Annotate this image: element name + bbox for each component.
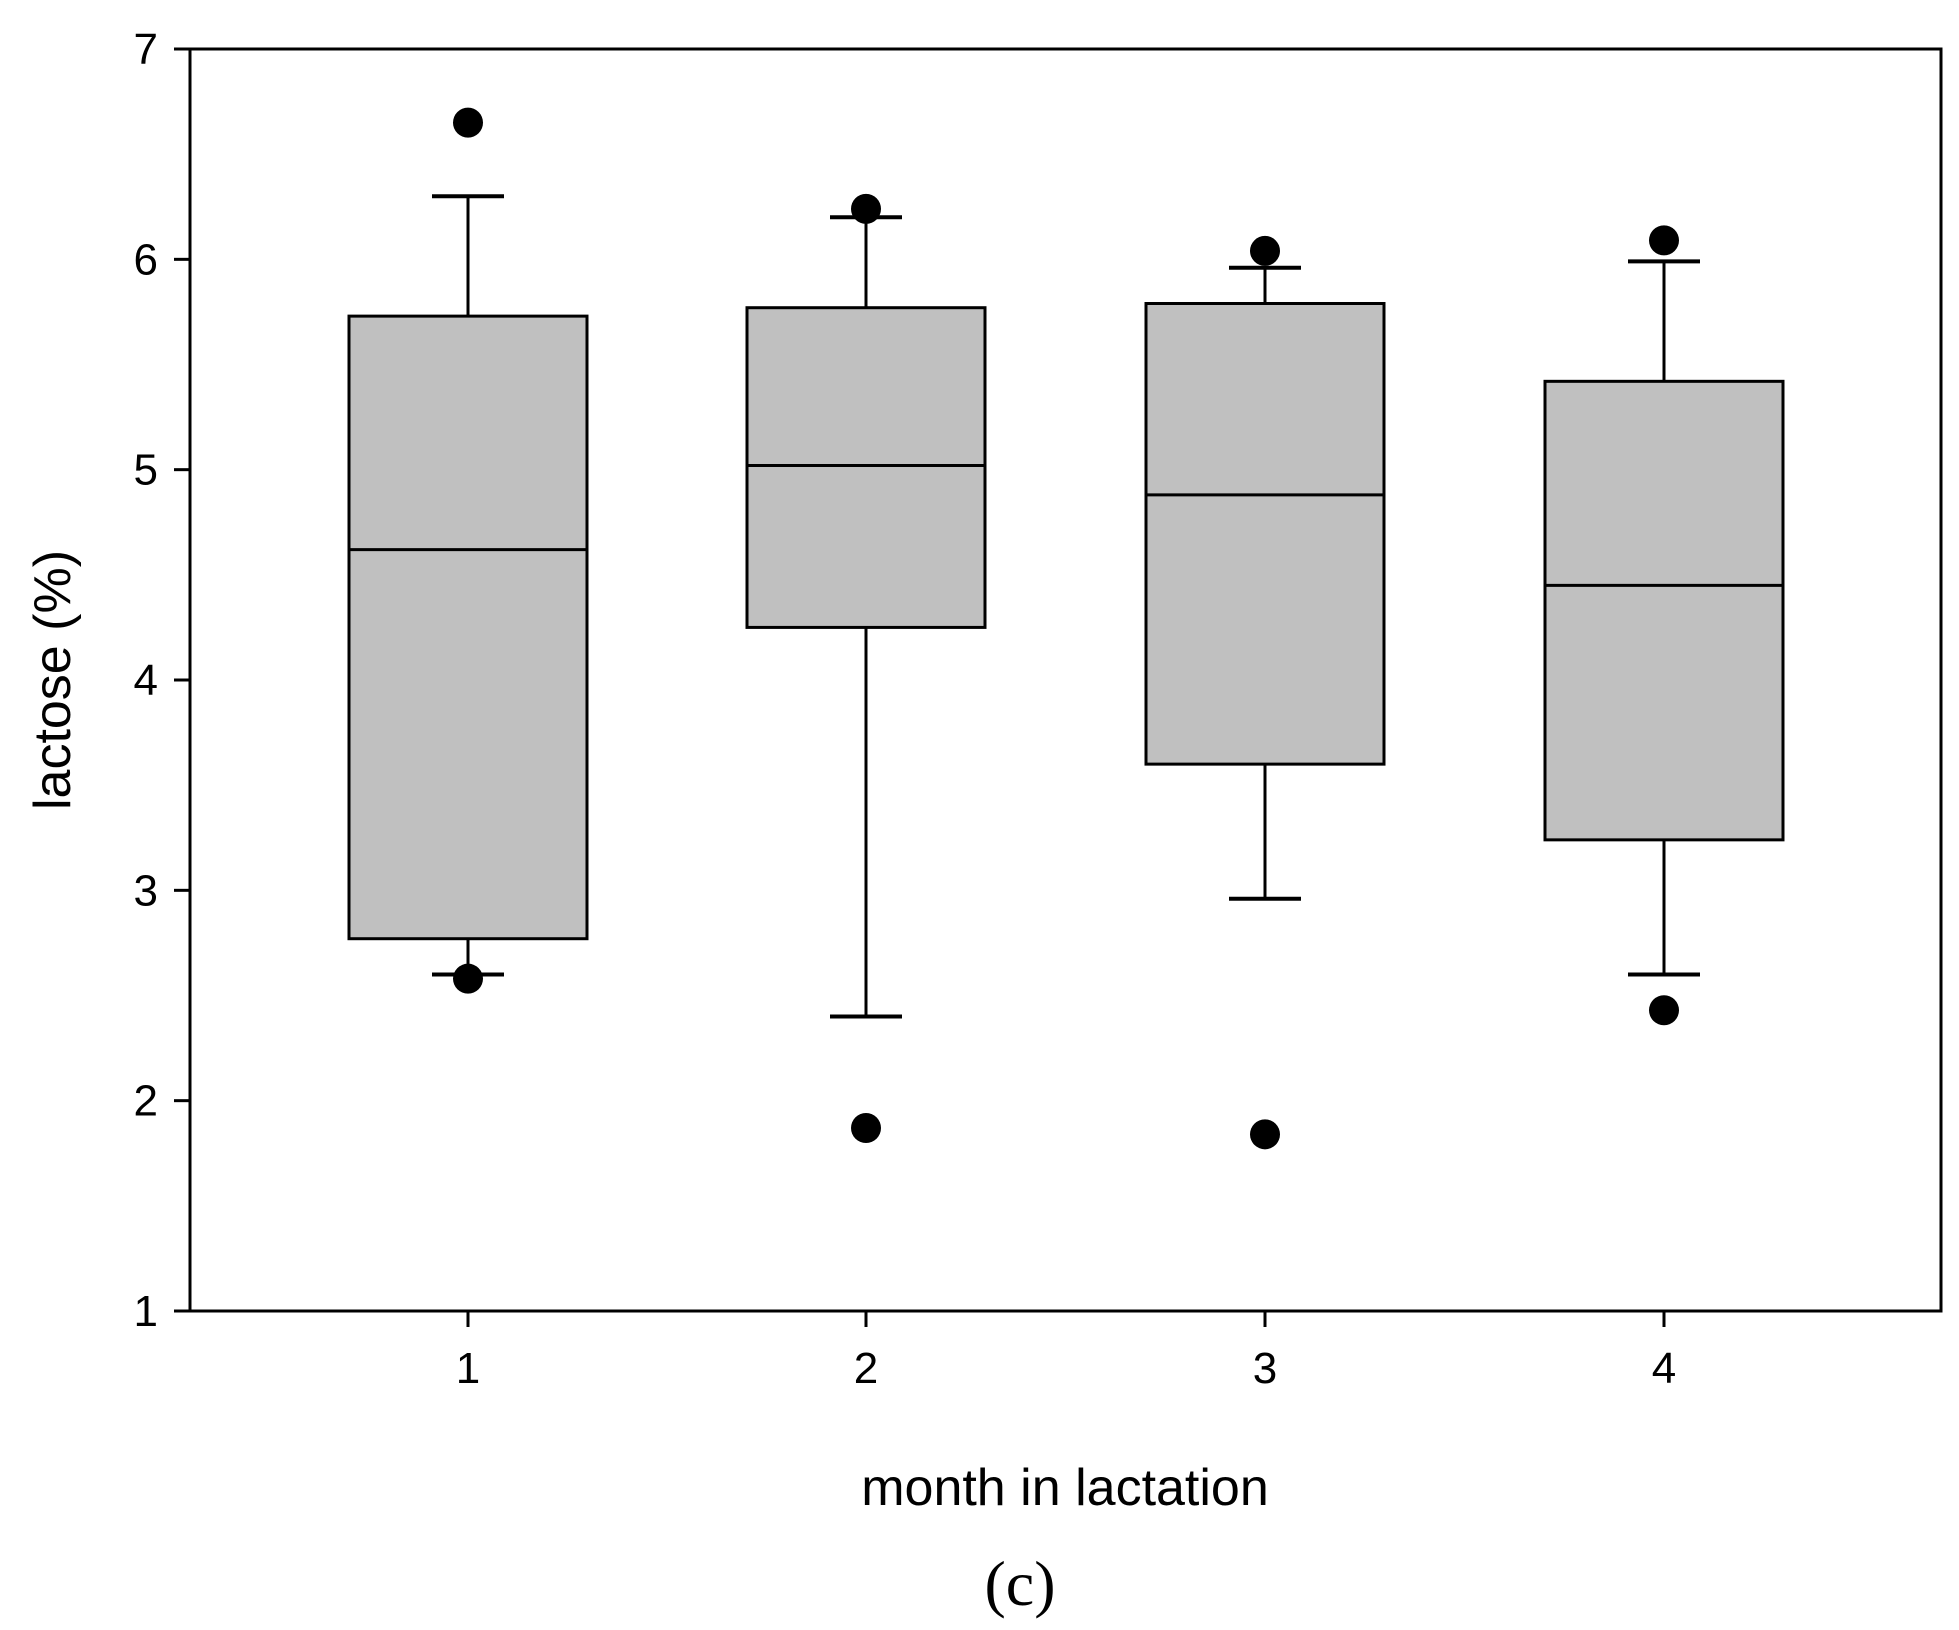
- y-axis: 1 2 3 4 5 6 7: [134, 25, 190, 1336]
- y-tick-label-4: 4: [134, 656, 158, 705]
- outlier-point: [453, 107, 483, 138]
- x-axis: 1 2 3 4: [456, 1311, 1676, 1393]
- box-iqr: [347, 314, 589, 941]
- outlier-point: [851, 193, 881, 224]
- y-tick-label-6: 6: [134, 235, 158, 284]
- y-axis-title: lactose (%): [24, 550, 82, 810]
- box-group-1: [347, 107, 589, 994]
- outlier-point: [1250, 1119, 1280, 1150]
- outlier-point: [1250, 235, 1280, 266]
- boxes-layer: [347, 107, 1785, 1150]
- box-iqr: [1543, 379, 1785, 842]
- y-tick-label-2: 2: [134, 1077, 158, 1126]
- panel-label: (c): [984, 1548, 1055, 1619]
- x-axis-title: month in lactation: [861, 1459, 1269, 1517]
- outlier-point: [453, 963, 483, 994]
- box-group-3: [1144, 235, 1386, 1150]
- outlier-point: [1649, 225, 1679, 256]
- y-tick-label-5: 5: [134, 446, 158, 495]
- x-tick-label-3: 3: [1253, 1344, 1277, 1393]
- y-tick-label-3: 3: [134, 866, 158, 915]
- outlier-point: [1649, 995, 1679, 1026]
- box-iqr: [1144, 302, 1386, 766]
- x-tick-label-2: 2: [854, 1344, 878, 1393]
- box-group-4: [1543, 225, 1785, 1026]
- box-group-2: [745, 193, 987, 1144]
- y-tick-label-7: 7: [134, 25, 158, 74]
- x-tick-label-4: 4: [1652, 1344, 1676, 1393]
- box-iqr: [745, 306, 987, 629]
- x-tick-label-1: 1: [456, 1344, 480, 1393]
- outlier-point: [851, 1113, 881, 1144]
- y-tick-label-1: 1: [134, 1287, 158, 1336]
